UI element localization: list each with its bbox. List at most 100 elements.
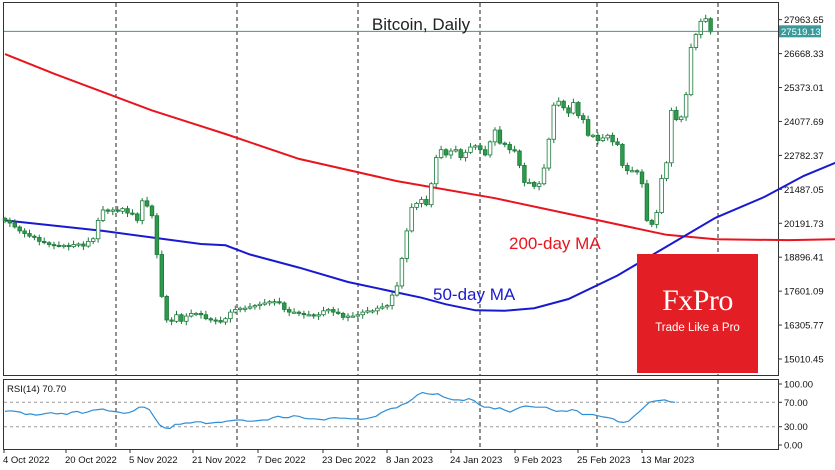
candle-body	[257, 303, 262, 306]
rsi-pane-frame	[3, 379, 779, 450]
date-tick-label: 8 Jan 2023	[386, 455, 433, 466]
candle-body	[698, 20, 703, 35]
candle-body	[311, 314, 316, 317]
candle	[61, 243, 66, 249]
candle-body	[590, 134, 596, 137]
candle-body	[208, 318, 213, 321]
candle-body	[164, 296, 169, 321]
candle-body	[463, 151, 468, 158]
price-tick-label: 25373.01	[784, 83, 824, 94]
candle	[345, 313, 351, 322]
candle	[81, 241, 86, 251]
candle-body	[394, 285, 400, 296]
date-tick-label: 20 Oct 2022	[65, 455, 117, 466]
candle-body	[497, 129, 503, 144]
date-axis: 4 Oct 2022 20 Oct 2022 5 Nov 2022 21 Nov 20…	[3, 449, 694, 466]
candle	[335, 308, 341, 316]
current-price-tag	[779, 25, 821, 38]
fxpro-logo: FxPro Trade Like a Pro	[637, 254, 758, 373]
candle-body	[404, 230, 409, 259]
candle	[252, 304, 258, 310]
date-tick-label: 25 Feb 2023	[577, 455, 630, 466]
rsi-line	[4, 391, 676, 430]
date-tick-label: 5 Nov 2022	[129, 455, 178, 466]
candle-body	[184, 315, 189, 322]
chart-title: Bitcoin, Daily	[372, 15, 471, 34]
candle	[375, 305, 380, 315]
candle-body	[37, 237, 42, 242]
candle	[443, 148, 449, 158]
candle	[429, 182, 434, 208]
candle	[497, 126, 503, 145]
candle-body	[169, 319, 174, 322]
candle-body	[502, 142, 507, 145]
price-tick-label: 15010.45	[784, 355, 824, 366]
candle-body	[566, 107, 571, 114]
candle	[561, 99, 566, 111]
candle-body	[708, 18, 713, 33]
candle	[659, 174, 664, 215]
candle	[267, 300, 272, 306]
candle-body	[615, 141, 620, 145]
ma50-group	[4, 161, 835, 312]
candle	[620, 142, 625, 169]
rsi-tick-label: 70.00	[784, 398, 808, 409]
date-tick-label: 21 Nov 2022	[192, 455, 246, 466]
candle	[7, 217, 13, 227]
candle	[703, 14, 708, 23]
candle	[135, 212, 140, 224]
candle-body	[95, 220, 101, 240]
candle	[639, 169, 645, 188]
candle	[546, 137, 552, 171]
candle-body	[365, 310, 370, 313]
candle	[463, 149, 468, 162]
candle-body	[81, 243, 86, 247]
candle	[193, 311, 199, 317]
ma200-label: 200-day MA	[509, 234, 601, 253]
candle	[42, 237, 47, 245]
candle-body	[360, 311, 365, 316]
candle-body	[12, 222, 17, 228]
candle-body	[306, 314, 311, 317]
candle	[541, 164, 547, 186]
candle-body	[380, 306, 385, 309]
candle-body	[532, 182, 537, 187]
price-axis: 27963.65 26668.33 25373.01 24077.69 22782.37…	[778, 15, 824, 366]
candle	[610, 132, 615, 146]
candle-body	[218, 320, 223, 323]
candle-body	[32, 235, 37, 238]
candle	[144, 196, 150, 208]
candle	[95, 217, 101, 243]
candle	[683, 91, 689, 121]
candle-body	[679, 116, 684, 120]
candle	[340, 311, 346, 321]
candle-body	[228, 311, 233, 320]
candle-body	[581, 115, 586, 120]
candle-body	[135, 213, 140, 221]
candle-body	[188, 313, 194, 317]
candle-body	[576, 102, 581, 117]
candle-body	[649, 220, 654, 225]
candle	[478, 143, 483, 154]
candle	[355, 313, 360, 319]
candle	[164, 294, 169, 323]
candle-body	[610, 134, 615, 143]
candle	[282, 301, 287, 313]
candle	[556, 97, 561, 107]
candle-body	[512, 149, 517, 152]
candle	[669, 107, 674, 167]
candle	[51, 241, 57, 250]
candle-body	[213, 319, 218, 322]
candle-body	[252, 305, 258, 308]
current-price-label: 27519.13	[781, 27, 821, 38]
candle	[316, 311, 321, 320]
candle-body	[541, 167, 547, 185]
candle	[438, 145, 444, 160]
candle	[179, 313, 184, 325]
candle-body	[22, 230, 27, 234]
candle-body	[130, 212, 135, 215]
candle	[698, 18, 703, 39]
candle-body	[237, 307, 243, 310]
candle	[458, 148, 463, 161]
